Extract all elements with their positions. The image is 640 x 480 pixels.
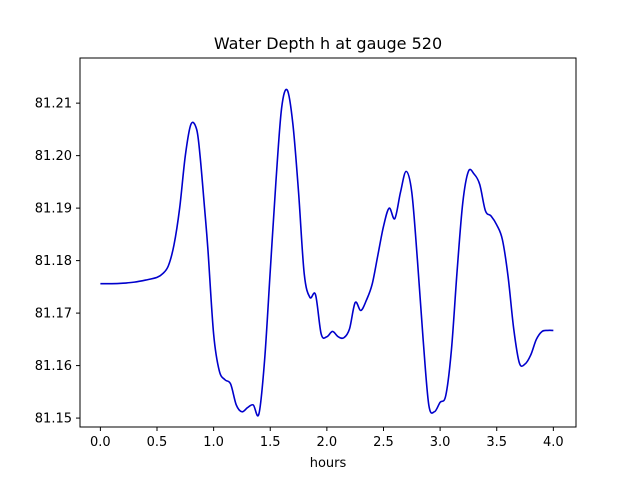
x-tick-label: 3.5 [486, 435, 507, 450]
x-axis-label: hours [310, 456, 347, 471]
plot-area [100, 88, 554, 417]
x-tick-label: 0.0 [90, 435, 111, 450]
y-tick-label: 81.20 [35, 149, 72, 164]
y-tick-label: 81.16 [35, 359, 72, 374]
x-tick-label: 3.0 [430, 435, 451, 450]
x-tick-label: 2.5 [373, 435, 394, 450]
x-tick-label: 1.5 [260, 435, 281, 450]
y-tick-label: 81.18 [35, 254, 72, 269]
x-axis-ticks: 0.0 0.5 1.0 1.5 2.0 2.5 3.0 3.5 4.0 [90, 427, 564, 450]
x-tick-label: 0.5 [147, 435, 168, 450]
y-tick-label: 81.17 [35, 307, 72, 322]
y-tick-label: 81.19 [35, 202, 72, 217]
y-tick-label: 81.15 [35, 412, 72, 427]
axes-frame [79, 57, 577, 428]
x-tick-label: 1.0 [203, 435, 224, 450]
y-tick-label: 81.21 [35, 97, 72, 112]
y-axis-ticks: 81.15 81.16 81.17 81.18 81.19 81.20 81.21 [35, 97, 80, 427]
x-tick-label: 4.0 [543, 435, 564, 450]
x-tick-label: 2.0 [317, 435, 338, 450]
series-line-0 [100, 88, 554, 417]
chart-title: Water Depth h at gauge 520 [214, 34, 442, 53]
